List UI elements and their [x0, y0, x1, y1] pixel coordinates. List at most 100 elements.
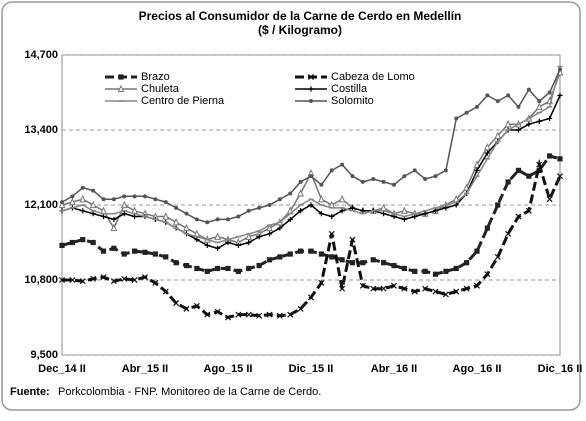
- marker: [163, 200, 168, 205]
- marker: [277, 225, 283, 231]
- marker: [153, 197, 158, 202]
- marker: [69, 276, 76, 284]
- marker: [432, 271, 439, 277]
- marker: [411, 288, 418, 295]
- marker: [318, 211, 324, 217]
- marker: [111, 216, 117, 223]
- marker: [68, 197, 76, 206]
- legend-label: Solomito: [331, 95, 374, 107]
- marker: [100, 248, 107, 254]
- marker: [504, 119, 512, 128]
- marker: [297, 189, 305, 197]
- marker: [152, 279, 159, 286]
- marker: [443, 168, 448, 173]
- marker: [307, 73, 315, 81]
- marker: [235, 268, 241, 274]
- marker: [360, 208, 366, 214]
- marker: [110, 278, 117, 285]
- marker: [58, 200, 66, 209]
- marker: [390, 282, 398, 289]
- marker: [215, 265, 221, 272]
- marker: [256, 312, 263, 319]
- marker: [266, 311, 273, 318]
- marker: [380, 285, 387, 292]
- marker: [162, 212, 170, 220]
- marker: [401, 285, 408, 292]
- marker: [288, 191, 293, 196]
- marker: [91, 188, 96, 193]
- marker: [215, 245, 221, 251]
- marker: [117, 84, 125, 93]
- marker: [174, 205, 179, 210]
- marker: [132, 248, 138, 254]
- marker: [100, 274, 107, 281]
- marker: [120, 200, 128, 209]
- marker: [141, 274, 149, 281]
- marker: [235, 242, 241, 248]
- marker: [453, 288, 460, 295]
- marker: [400, 206, 408, 214]
- marker: [537, 99, 542, 104]
- marker: [402, 174, 407, 179]
- marker: [432, 208, 439, 214]
- legend-label: Centro de Pierna: [141, 95, 225, 107]
- marker: [173, 260, 179, 266]
- marker: [277, 197, 282, 202]
- marker: [131, 276, 138, 284]
- marker: [371, 177, 376, 182]
- marker: [90, 275, 97, 282]
- chart-title: Precios al Consumidor de la Carne de Cer…: [139, 9, 462, 23]
- marker: [121, 211, 127, 217]
- marker: [505, 230, 512, 237]
- x-tick-label: Abr_16 II: [371, 363, 417, 375]
- marker: [412, 213, 418, 220]
- marker: [474, 248, 480, 254]
- marker: [484, 225, 490, 231]
- marker: [515, 167, 522, 173]
- marker: [526, 87, 531, 92]
- marker: [172, 218, 180, 226]
- marker: [515, 213, 522, 220]
- legend-label: Cabeza de Lomo: [331, 71, 415, 83]
- marker: [360, 179, 365, 184]
- marker: [236, 214, 241, 219]
- marker: [464, 260, 470, 266]
- marker: [547, 115, 553, 122]
- marker: [370, 257, 376, 263]
- marker: [276, 312, 283, 319]
- marker: [298, 179, 303, 184]
- source-text: Porkcolombia - FNP. Monitoreo de la Carn…: [58, 386, 321, 398]
- marker: [473, 160, 481, 168]
- marker: [266, 223, 273, 232]
- marker: [204, 268, 210, 274]
- marker: [359, 282, 366, 289]
- y-tick-label: 9,500: [30, 349, 58, 361]
- marker: [245, 232, 253, 240]
- legend-label: Costilla: [331, 83, 368, 95]
- marker: [183, 305, 190, 312]
- marker: [110, 223, 118, 232]
- marker: [547, 90, 552, 95]
- marker: [70, 194, 75, 199]
- marker: [214, 232, 222, 240]
- marker: [246, 239, 252, 246]
- marker: [132, 194, 137, 199]
- marker: [287, 311, 294, 318]
- marker: [349, 260, 356, 266]
- marker: [484, 271, 491, 278]
- marker: [381, 260, 387, 266]
- marker: [257, 205, 262, 210]
- marker: [381, 211, 387, 217]
- marker: [350, 174, 355, 179]
- x-tick-label: Dic_16 II: [538, 363, 583, 375]
- marker: [152, 251, 158, 257]
- marker: [90, 239, 96, 246]
- marker: [473, 282, 481, 289]
- marker: [526, 121, 532, 127]
- marker: [298, 208, 304, 214]
- marker: [453, 202, 459, 208]
- marker: [309, 174, 313, 179]
- marker: [143, 194, 147, 199]
- marker: [329, 213, 335, 220]
